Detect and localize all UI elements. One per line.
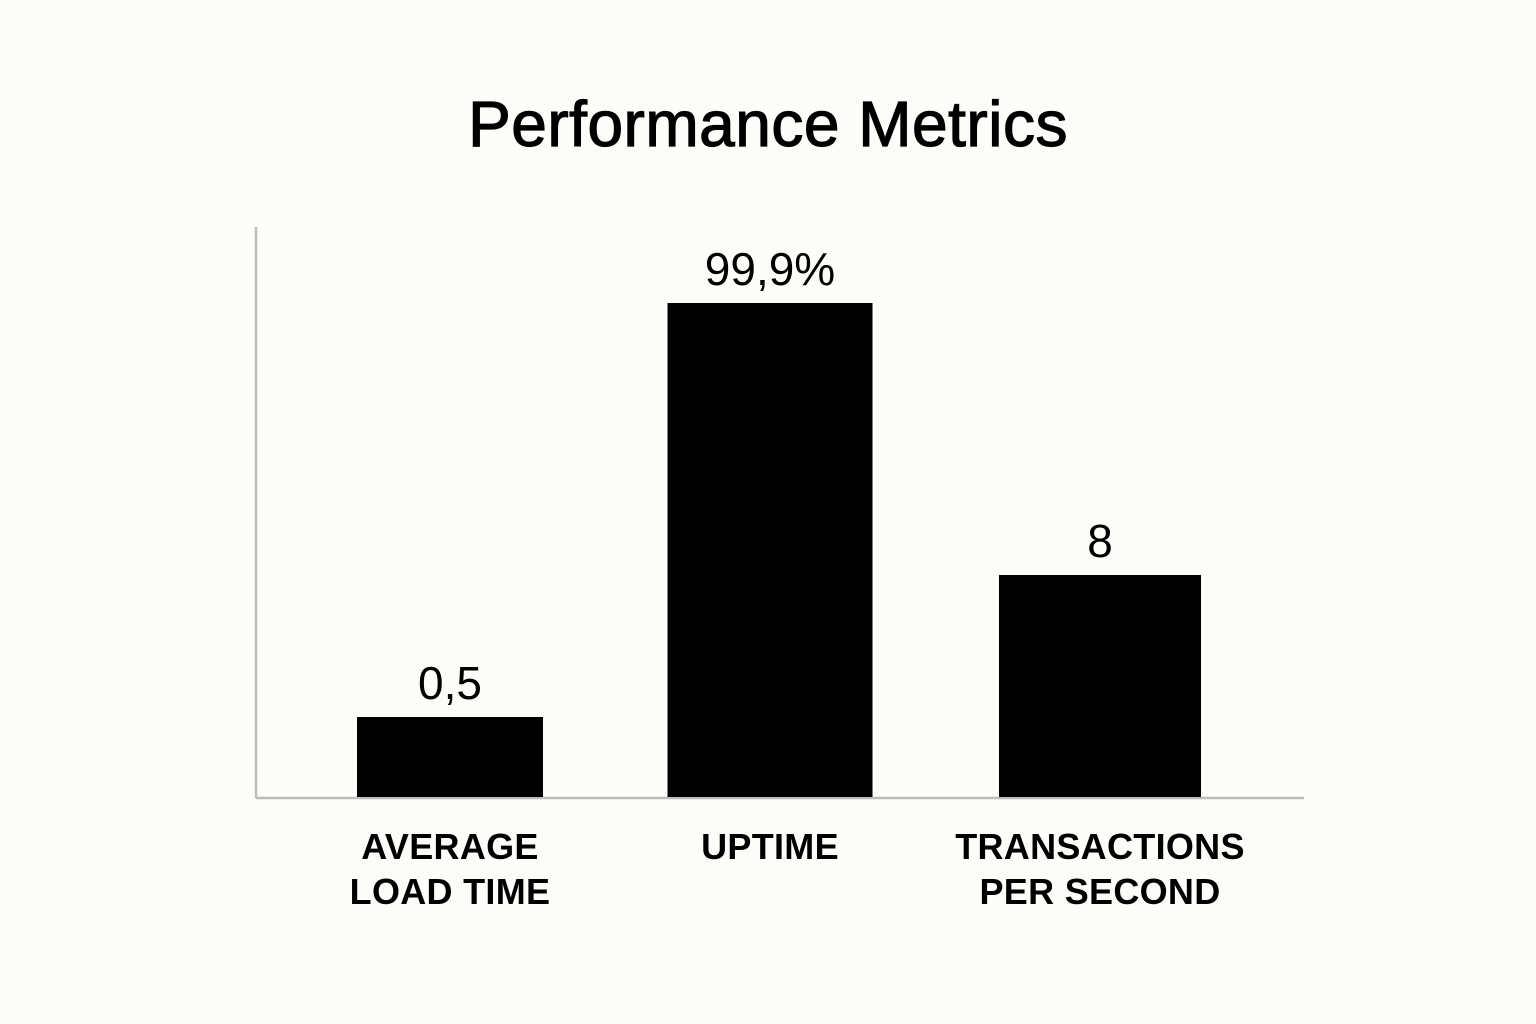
category-labels-group: AVERAGE LOAD TIME UPTIME TRANSACTIONS PER SE… [350, 826, 1245, 912]
category-label-line: AVERAGE [361, 826, 538, 867]
chart-title: Performance Metrics [467, 87, 1068, 160]
category-label-line: LOAD TIME [350, 871, 551, 912]
category-label-2: UPTIME [701, 826, 839, 867]
bar-value-label-2: 99,9% [705, 243, 835, 295]
bars-group [357, 303, 1201, 797]
category-label-line: TRANSACTIONS [955, 826, 1245, 867]
category-label-line: PER SECOND [979, 871, 1220, 912]
bar-1 [357, 717, 543, 797]
category-label-1: AVERAGE LOAD TIME [350, 826, 551, 912]
category-label-3: TRANSACTIONS PER SECOND [955, 826, 1245, 912]
category-label-line: UPTIME [701, 826, 839, 867]
bar-value-label-1: 0,5 [418, 657, 482, 709]
bar-3 [999, 575, 1201, 797]
bar-value-label-3: 8 [1087, 515, 1113, 567]
value-labels-group: 0,5 99,9% 8 [418, 243, 1113, 709]
bar-2 [667, 303, 873, 797]
